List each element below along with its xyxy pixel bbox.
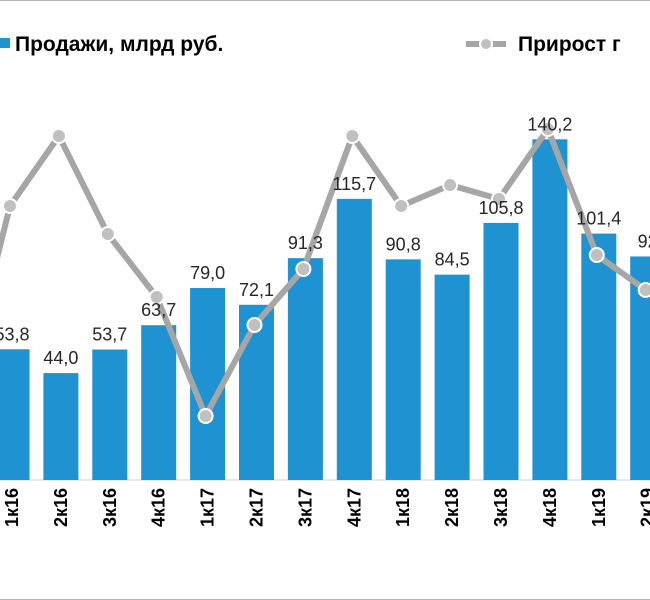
bar-label-4к18: 140,2 — [527, 114, 572, 134]
bar-3к17 — [287, 258, 323, 480]
bar-2к19 — [630, 256, 650, 480]
legend: Продажи, млрд руб. Прирост г — [0, 33, 621, 56]
x-tick-2к17: 2к17 — [247, 488, 267, 527]
x-tick-1к16: 1к16 — [2, 488, 22, 527]
growth-point-2к18 — [442, 177, 459, 193]
bar-4к18 — [532, 139, 568, 480]
x-tick-3к17: 3к17 — [295, 488, 315, 527]
growth-point-1к19 — [588, 247, 605, 263]
growth-point-2к17 — [246, 317, 263, 333]
growth-point-1к17 — [197, 408, 214, 424]
bar-1к19 — [581, 233, 617, 480]
legend-label-growth: Прирост г — [518, 33, 621, 56]
growth-point-1к16 — [2, 198, 18, 214]
x-tick-1к18: 1к18 — [393, 488, 413, 527]
x-tick-2к18: 2к18 — [442, 488, 462, 527]
growth-point-2к19 — [637, 282, 650, 298]
x-tick-1к19: 1к19 — [589, 488, 609, 527]
x-tick-4к17: 4к17 — [344, 488, 364, 527]
x-tick-2к19: 2к19 — [638, 488, 650, 527]
bar-4к16 — [141, 325, 177, 480]
bar-label-1к17: 79,0 — [190, 263, 225, 283]
x-tick-2к16: 2к16 — [51, 488, 71, 527]
bar-label-2к18: 84,5 — [435, 250, 470, 270]
growth-point-3к16 — [99, 226, 116, 242]
bar-1к16 — [0, 349, 30, 480]
bar-label-3к18: 105,8 — [478, 198, 523, 218]
bar-3к18 — [483, 222, 519, 480]
bar-2к17 — [239, 304, 274, 480]
bar-data-labels: 53,8 44,0 53,7 63,7 79,0 72,1 91,3 115,7 90,8 84,… — [0, 114, 650, 368]
growth-point-2к16 — [50, 128, 67, 144]
legend-swatch-growth-marker — [479, 37, 493, 51]
bar-1к17 — [190, 288, 226, 480]
x-tick-3к18: 3к18 — [491, 488, 511, 527]
bar-2к16 — [43, 373, 79, 480]
growth-point-4к17 — [344, 128, 361, 144]
growth-line-group — [0, 121, 650, 424]
bar-label-2к17: 72,1 — [239, 280, 274, 300]
x-tick-4к16: 4к16 — [149, 488, 169, 527]
bars-group — [0, 139, 650, 480]
growth-point-3к17 — [295, 261, 312, 277]
bar-label-2к19: 92 — [638, 231, 650, 251]
bar-label-2к16: 44,0 — [43, 348, 78, 368]
growth-point-3к18 — [491, 191, 507, 207]
legend-swatch-sales — [0, 38, 10, 48]
bar-3к16 — [92, 349, 128, 480]
x-tick-labels: 1к16 2к16 3к16 4к16 1к17 2к17 3к17 4к17 1к18 2к18… — [2, 488, 650, 527]
bar-label-3к16: 53,7 — [92, 325, 127, 345]
bar-2к18 — [434, 274, 470, 480]
x-tick-4к18: 4к18 — [540, 488, 560, 527]
x-tick-3к16: 3к16 — [100, 488, 120, 527]
legend-label-sales: Продажи, млрд руб. — [15, 33, 223, 56]
bar-label-3к17: 91,3 — [288, 233, 323, 253]
x-tick-1к17: 1к17 — [198, 488, 218, 527]
bar-label-4к16: 63,7 — [141, 300, 176, 320]
growth-point-4к18 — [539, 121, 556, 137]
bar-4к17 — [336, 198, 372, 480]
growth-point-1к18 — [393, 198, 410, 214]
growth-point-4к16 — [148, 289, 165, 305]
bar-1к18 — [385, 259, 421, 480]
bar-label-1к19: 101,4 — [576, 209, 621, 229]
bar-label-1к18: 90,8 — [386, 234, 421, 254]
bar-label-1к16: 53,8 — [0, 324, 30, 344]
bar-label-4к17: 115,7 — [332, 174, 376, 194]
